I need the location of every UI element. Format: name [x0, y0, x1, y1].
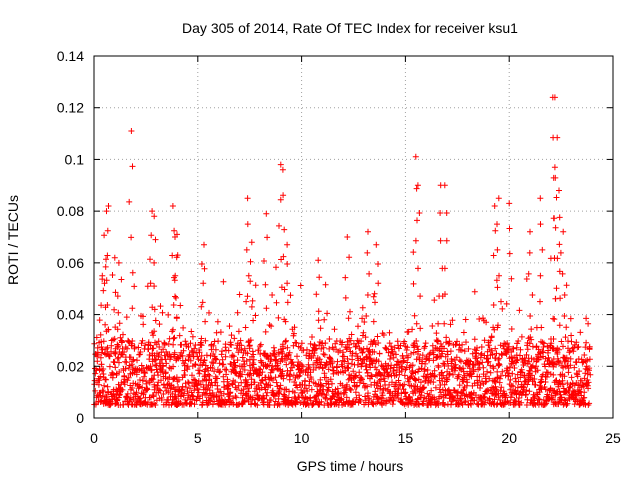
- y-tick-label: 0.14: [57, 48, 84, 64]
- grid-layer: [94, 56, 613, 418]
- y-tick-label: 0: [76, 410, 84, 426]
- y-tick-label: 0.12: [57, 100, 84, 116]
- y-tick-label: 0.08: [57, 203, 84, 219]
- y-axis-label: ROTI / TECUs: [5, 195, 21, 285]
- x-tick-label: 25: [605, 430, 621, 446]
- x-tick-label: 0: [90, 430, 98, 446]
- plot-frame: [93, 55, 614, 419]
- y-tick-label: 0.04: [57, 307, 84, 323]
- x-tick-label: 20: [501, 430, 517, 446]
- y-tick-label: 0.06: [57, 255, 84, 271]
- x-axis-label: GPS time / hours: [297, 458, 404, 474]
- ticks-layer: [93, 55, 614, 419]
- x-tick-label: 5: [194, 430, 202, 446]
- y-tick-label: 0.02: [57, 358, 84, 374]
- x-tick-label: 10: [294, 430, 310, 446]
- chart-title: Day 305 of 2014, Rate Of TEC Index for r…: [182, 20, 518, 36]
- roti-markers: [91, 94, 594, 409]
- points-layer: [91, 94, 594, 409]
- y-tick-label: 0.1: [65, 151, 85, 167]
- tick-labels-layer: 0 5 10 15 20 25 0 0.02 0.04 0.06 0.08 0.1 0.12 0.14: [57, 48, 621, 446]
- x-tick-label: 15: [398, 430, 414, 446]
